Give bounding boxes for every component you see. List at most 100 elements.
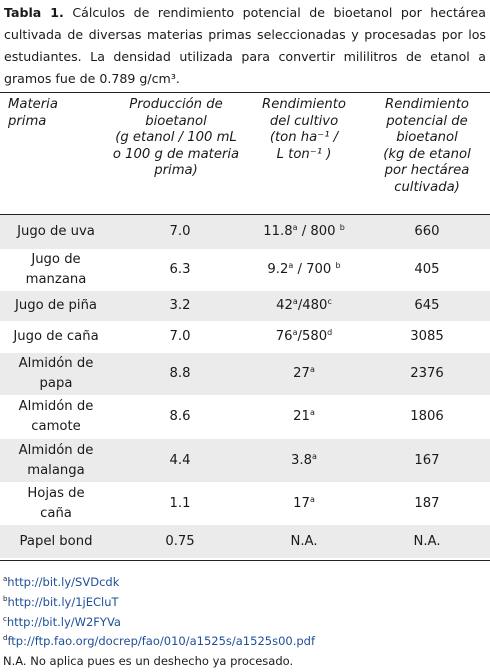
source-mark: c — [327, 297, 332, 306]
header-line: del cultivo — [269, 113, 339, 129]
separator: / — [297, 224, 311, 239]
header-rendimiento-potencial: Rendimiento potencial de bioetanol (kg de e… — [372, 97, 482, 196]
cell-materia-prima: Papel bond — [0, 532, 112, 552]
source-mark: a — [288, 261, 294, 270]
cell-rendimiento-cultivo: 11.8a / 800 b — [252, 222, 356, 242]
cell-rendimiento-potencial: 187 — [414, 495, 440, 511]
footnote-link[interactable]: http://bit.ly/SVDcdk — [7, 575, 120, 589]
materia-line: Almidón de — [18, 442, 94, 458]
cell-rendimiento-potencial: N.A. — [413, 533, 441, 549]
table-row: Jugo de piña 3.2 42a/480c 645 — [0, 291, 490, 321]
materia-line: manzana — [25, 272, 87, 287]
footnote-mark: a — [3, 575, 8, 583]
header-line: (kg de etanol — [383, 146, 471, 162]
cell-produccion: 6.3 — [169, 262, 191, 277]
table-row: Jugo de caña 7.0 76a/580d 3085 — [0, 321, 490, 353]
footnote-mark: c — [3, 614, 7, 623]
footnote-link[interactable]: http://bit.ly/W2FYVa — [6, 614, 121, 629]
cell-rendimiento-potencial: 3085 — [410, 329, 444, 344]
header-line: bioetanol — [396, 130, 458, 145]
header-line: Rendimiento — [385, 97, 469, 112]
source-mark: b — [335, 261, 341, 270]
table-row: Almidón de malanga 4.4 3.8a 167 — [0, 439, 490, 482]
rendimiento-ton: 800 — [310, 224, 336, 239]
separator: / — [297, 298, 303, 313]
materia-line: Jugo de caña — [13, 329, 99, 344]
cell-rendimiento-cultivo: 3.8a — [252, 451, 356, 471]
source-mark: d — [327, 328, 333, 337]
footnote: chttp://bit.ly/W2FYVa — [3, 613, 487, 633]
materia-line: Jugo de — [31, 252, 81, 267]
cell-materia-prima: Hojas de caña — [0, 484, 112, 524]
materia-line: caña — [40, 505, 72, 521]
header-produccion-bioetanol: Producción de bioetanol (g etanol / 100 mL… — [105, 97, 247, 180]
footnote: ahttp://bit.ly/SVDcdk — [3, 573, 487, 593]
header-line: Materia — [8, 97, 58, 112]
header-materia-prima: Materia prima — [8, 97, 86, 130]
table-header-rule — [0, 214, 490, 215]
caption-text: Cálculos de rendimiento potencial de bio… — [4, 5, 486, 86]
header-line: o 100 g de materia — [112, 146, 240, 162]
source-mark: a — [292, 328, 298, 337]
source-mark: a — [292, 223, 298, 232]
cell-produccion: 1.1 — [169, 495, 191, 511]
cell-produccion: 3.2 — [169, 298, 191, 313]
materia-line: Jugo de uva — [17, 224, 95, 239]
cell-materia-prima: Jugo de manzana — [0, 250, 112, 290]
table-bottom-rule — [0, 560, 490, 561]
materia-line: Jugo de piña — [14, 298, 98, 313]
materia-line: Papel bond — [19, 533, 93, 549]
cell-rendimiento-potencial: 2376 — [410, 366, 444, 381]
header-line: (ton ha⁻¹ / — [269, 130, 339, 145]
rendimiento-ha: 76 — [275, 329, 293, 344]
footnote: N.A. No aplica pues es un deshecho ya pr… — [3, 652, 487, 672]
table-row: Papel bond 0.75 N.A. N.A. — [0, 525, 490, 558]
rendimiento-ha: N.A. — [290, 533, 318, 549]
footnote-link[interactable]: http://bit.ly/1jECluT — [7, 594, 119, 609]
cell-materia-prima: Almidón de malanga — [0, 441, 112, 481]
cell-produccion: 7.0 — [169, 329, 191, 344]
cell-rendimiento-cultivo: N.A. — [252, 532, 356, 552]
rendimiento-ton: 700 — [306, 262, 332, 277]
cell-rendimiento-cultivo: 17a — [252, 494, 356, 514]
cell-produccion: 8.6 — [169, 409, 191, 424]
header-line: Producción de — [129, 97, 223, 112]
materia-line: Almidón de — [18, 356, 94, 371]
source-mark: a — [292, 297, 298, 306]
header-line: bioetanol — [145, 113, 207, 129]
header-line: prima — [8, 113, 47, 129]
materia-line: malanga — [27, 462, 85, 478]
table-top-rule — [0, 92, 490, 93]
cell-rendimiento-cultivo: 9.2a / 700 b — [252, 260, 356, 280]
header-line: cultivada) — [394, 179, 460, 195]
table-row: Almidón de papa 8.8 27a 2376 — [0, 353, 490, 395]
footnote-text: N.A. No aplica pues es un deshecho ya pr… — [3, 654, 294, 669]
table-caption: Tabla 1. Cálculos de rendimiento potenci… — [4, 2, 486, 90]
materia-line: Almidón de — [18, 399, 94, 414]
cell-rendimiento-potencial: 405 — [414, 262, 440, 277]
table-row: Hojas de caña 1.1 17a 187 — [0, 482, 490, 525]
cell-rendimiento-cultivo: 21a — [252, 407, 356, 427]
header-line: L ton⁻¹ ) — [276, 146, 332, 162]
footnotes: ahttp://bit.ly/SVDcdk bhttp://bit.ly/1jEC… — [3, 573, 487, 672]
source-mark: a — [309, 365, 315, 374]
caption-label: Tabla 1. — [4, 5, 64, 20]
cell-produccion: 4.4 — [169, 452, 191, 468]
footnote-link[interactable]: ftp://ftp.fao.org/docrep/fao/010/a1525s/… — [7, 634, 315, 649]
source-mark: a — [312, 451, 317, 461]
rendimiento-ha: 42 — [276, 298, 293, 313]
cell-materia-prima: Almidón de papa — [0, 354, 112, 394]
table-row: Jugo de uva 7.0 11.8a / 800 b 660 — [0, 215, 490, 249]
materia-line: camote — [31, 419, 81, 434]
cell-produccion: 7.0 — [169, 224, 191, 239]
materia-line: Hojas de — [27, 485, 85, 501]
materia-line: papa — [39, 376, 73, 391]
rendimiento-ton: 480 — [302, 298, 328, 313]
cell-materia-prima: Almidón de camote — [0, 397, 112, 437]
table-row: Almidón de camote 8.6 21a 1806 — [0, 395, 490, 439]
header-line: Rendimiento — [262, 97, 346, 112]
rendimiento-ha: 27 — [293, 366, 310, 381]
rendimiento-ha: 17 — [293, 495, 310, 511]
cell-rendimiento-cultivo: 76a/580d — [252, 327, 356, 347]
separator: / — [293, 262, 307, 277]
